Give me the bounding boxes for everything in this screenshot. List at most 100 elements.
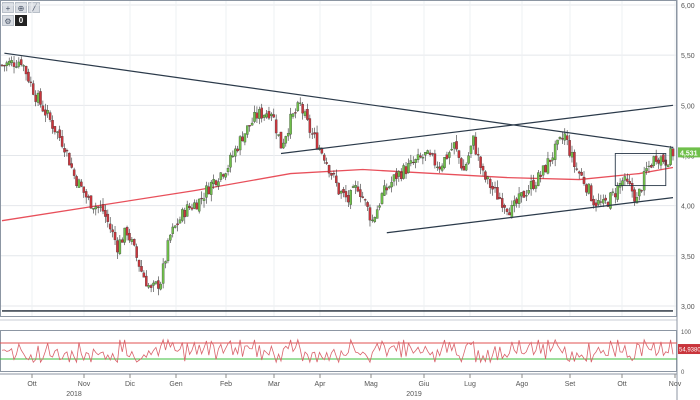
trendlines[interactable] [2, 52, 674, 312]
candle-body [181, 209, 184, 221]
candle-body [70, 163, 73, 168]
candle-body [421, 157, 425, 159]
candle-body [140, 266, 143, 272]
candle-body [662, 154, 665, 162]
x-year-label: 2019 [406, 391, 422, 398]
candle-body [56, 131, 59, 133]
candle-body [517, 193, 521, 204]
candle-body [301, 103, 304, 114]
candle-body [486, 176, 490, 180]
candle-body [63, 148, 66, 153]
candle-body [82, 186, 86, 193]
candle-body [479, 156, 482, 168]
candle-body [457, 150, 461, 158]
crosshair-icon[interactable]: + [2, 2, 14, 13]
candle-body [525, 195, 528, 197]
candle-body [164, 261, 167, 264]
candle-body [270, 113, 273, 117]
candle-body [462, 165, 466, 171]
candle-body [589, 185, 593, 202]
candle-body [409, 160, 413, 164]
candle-body [575, 168, 579, 170]
candle-body [205, 185, 208, 198]
candle-body [183, 209, 187, 218]
candle-body [585, 184, 588, 193]
rsi-line [1, 338, 674, 364]
alert-count-badge[interactable]: 0 [15, 15, 27, 26]
rsi-panel: 100500 [0, 330, 692, 376]
candle-body [553, 143, 557, 160]
candle-body [320, 148, 324, 154]
candle-body [250, 122, 254, 126]
candle-body [214, 180, 218, 186]
candle-body [426, 150, 429, 154]
candle-body [460, 158, 463, 169]
candle-body [541, 165, 545, 176]
candle-body [652, 156, 656, 166]
settings-icon[interactable]: ⚙ [2, 15, 14, 26]
candle-body [108, 223, 112, 230]
candle-body [366, 202, 369, 207]
candle-body [149, 285, 153, 288]
x-tick-label: Ott [27, 381, 36, 388]
candle-body [236, 148, 239, 152]
candle-body [510, 205, 514, 218]
candle-body [260, 107, 263, 119]
x-tick-label: Gen [169, 381, 182, 388]
candle-body [152, 282, 155, 286]
candle-body [84, 191, 88, 198]
x-tick-label: Mar [268, 381, 281, 388]
candle-body [522, 190, 526, 198]
candle-body [258, 109, 261, 119]
candle-body [193, 202, 196, 209]
candle-body [344, 191, 348, 198]
candle-body [402, 165, 405, 179]
candle-body [161, 263, 165, 284]
candle-body [513, 200, 516, 207]
candle-body [630, 183, 634, 192]
candle-body [303, 111, 307, 116]
candle-body [135, 246, 138, 258]
candle-body [378, 205, 381, 208]
candle-body [339, 191, 343, 194]
candle-body [640, 190, 643, 192]
last-price-label: 4,531 [680, 150, 698, 157]
candle-body [616, 185, 619, 200]
candle-body [503, 205, 506, 208]
candle-body [75, 176, 78, 187]
candle-body [431, 153, 434, 155]
candle-body [325, 162, 328, 164]
candle-body [253, 112, 256, 122]
candle-body [27, 71, 30, 82]
candle-body [623, 176, 627, 181]
candle-body [17, 61, 21, 67]
candle-body [342, 189, 345, 193]
candle-body [197, 198, 201, 212]
candle-body [121, 239, 124, 243]
candle-body [128, 232, 131, 241]
x-tick-label: Dic [125, 381, 136, 388]
x-tick-label: Lug [464, 381, 476, 388]
candle-body [500, 198, 504, 208]
candle-body [484, 171, 487, 180]
candle-body [599, 201, 603, 203]
candle-body [359, 189, 362, 197]
candle-body [375, 209, 379, 219]
candle-body [455, 141, 458, 150]
draw-line-icon[interactable]: ╱ [28, 2, 40, 13]
candle-body [650, 165, 653, 168]
candle-body [638, 188, 641, 197]
candle-body [443, 157, 446, 168]
x-axis: Ott Nov Dic Gen Feb Mar Apr Mag Giu Lug Ago Set Ott N… [27, 374, 682, 398]
candle-body [368, 207, 372, 221]
candle-body [53, 126, 57, 133]
zoom-in-icon[interactable]: ⊕ [15, 2, 27, 13]
x-tick-label: Nov [78, 381, 91, 388]
candle-body [238, 136, 242, 151]
candle-body [68, 152, 71, 166]
candle-body [166, 240, 170, 262]
candle-body [392, 174, 396, 182]
candle-body [363, 199, 367, 201]
